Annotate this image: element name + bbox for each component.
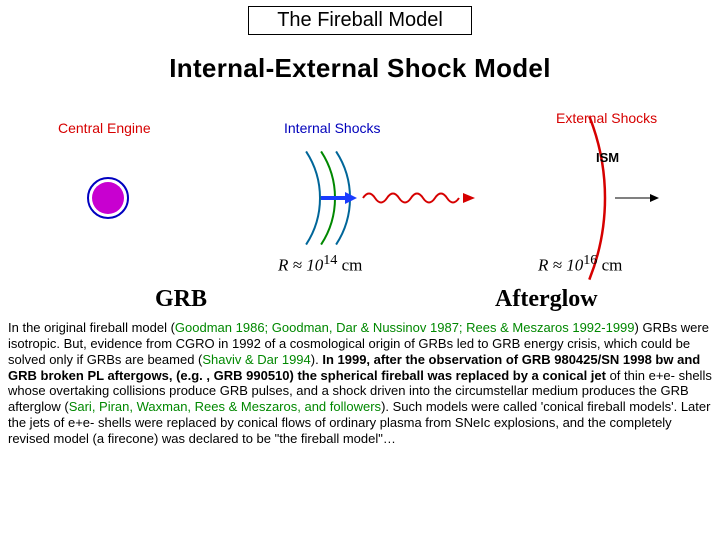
r2-exp: 16 — [583, 252, 597, 268]
afterglow-label: Afterglow — [495, 286, 598, 313]
title-container: The Fireball Model — [0, 6, 720, 35]
r2-label: R ≈ 1016 cm — [538, 252, 622, 276]
external-shocks-label: External Shocks — [556, 110, 657, 126]
central-engine-core — [92, 182, 124, 214]
external-arrow-icon — [615, 194, 659, 202]
p-t1: In the original fireball model ( — [8, 320, 175, 335]
r1-label: R ≈ 1014 cm — [278, 252, 362, 276]
p-t3: ). — [311, 352, 323, 367]
page-title-box: The Fireball Model — [248, 6, 472, 35]
r2-prefix: R ≈ 10 — [538, 256, 583, 275]
body-paragraph: In the original fireball model (Goodman … — [0, 318, 720, 447]
central-engine-label: Central Engine — [58, 120, 151, 136]
shock-diagram: Central Engine Internal Shocks External … — [0, 102, 720, 312]
r1-prefix: R ≈ 10 — [278, 256, 323, 275]
r1-unit: cm — [337, 256, 362, 275]
grb-label: GRB — [155, 286, 207, 313]
ism-label: ISM — [596, 150, 619, 165]
p-g1: Goodman 1986; Goodman, Dar & Nussinov 19… — [175, 320, 635, 335]
internal-shocks-label: Internal Shocks — [284, 120, 381, 136]
r1-exp: 14 — [323, 252, 337, 268]
subtitle: Internal-External Shock Model — [0, 53, 720, 84]
p-g2: Shaviv & Dar 1994 — [202, 352, 310, 367]
p-g3: Sari, Piran, Waxman, Rees & Meszaros, an… — [69, 399, 381, 414]
r2-unit: cm — [597, 256, 622, 275]
red-pulse-icon — [363, 193, 475, 203]
internal-arrow-icon — [321, 192, 357, 204]
